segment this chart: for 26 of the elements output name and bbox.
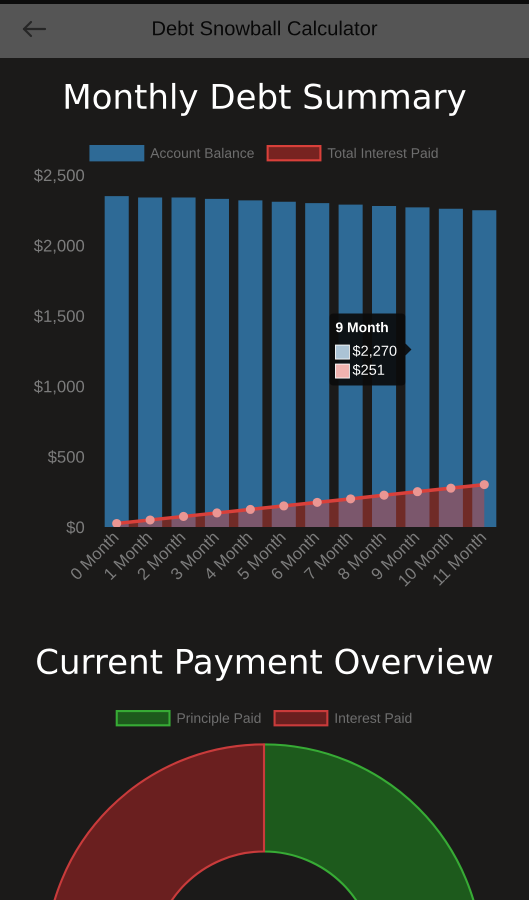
bar <box>305 203 330 527</box>
y-tick-label: $500 <box>48 450 84 464</box>
chart-title: Current Payment Overview <box>37 648 492 681</box>
bar <box>438 208 463 527</box>
bar <box>204 198 229 527</box>
annotation: $251 <box>352 364 384 376</box>
bar <box>138 198 162 527</box>
y-tick-label: $0 <box>66 520 84 534</box>
y-tick-label: $1,000 <box>34 380 84 394</box>
legend-label: Interest Paid <box>336 712 412 723</box>
legend-label: Account Balance <box>150 148 254 158</box>
bar <box>272 202 296 527</box>
bar <box>238 200 262 527</box>
bar <box>104 196 129 527</box>
legend-label: Principle Paid <box>178 712 260 726</box>
y-tick-label: $2,000 <box>34 239 84 254</box>
bar <box>405 207 430 527</box>
legend-label: Total Interest Paid <box>328 148 438 158</box>
y-tick-label: $2,500 <box>34 168 84 184</box>
y-tick-label: $1,500 <box>34 310 84 324</box>
annotation: $2,270 <box>352 344 396 358</box>
bar <box>472 210 496 527</box>
text: Debt Snowball Calculator <box>153 20 378 36</box>
chart-title: Monthly Debt Summary <box>66 82 466 116</box>
annotation: 9 Month <box>336 322 388 332</box>
bar <box>172 198 196 527</box>
